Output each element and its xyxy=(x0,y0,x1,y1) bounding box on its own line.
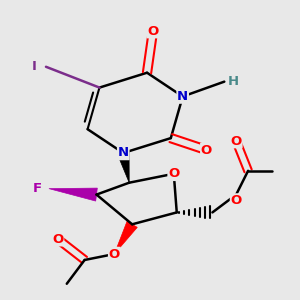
Text: I: I xyxy=(32,60,37,73)
Text: N: N xyxy=(118,146,129,160)
Polygon shape xyxy=(114,221,137,254)
Polygon shape xyxy=(49,188,97,201)
Text: F: F xyxy=(32,182,42,195)
Text: O: O xyxy=(52,233,64,246)
Polygon shape xyxy=(117,152,129,183)
Text: O: O xyxy=(168,167,179,180)
Text: O: O xyxy=(109,248,120,260)
Text: N: N xyxy=(177,90,188,103)
Text: O: O xyxy=(231,135,242,148)
Text: O: O xyxy=(201,143,212,157)
Text: O: O xyxy=(231,194,242,207)
Text: H: H xyxy=(228,75,239,88)
Text: O: O xyxy=(147,25,159,38)
